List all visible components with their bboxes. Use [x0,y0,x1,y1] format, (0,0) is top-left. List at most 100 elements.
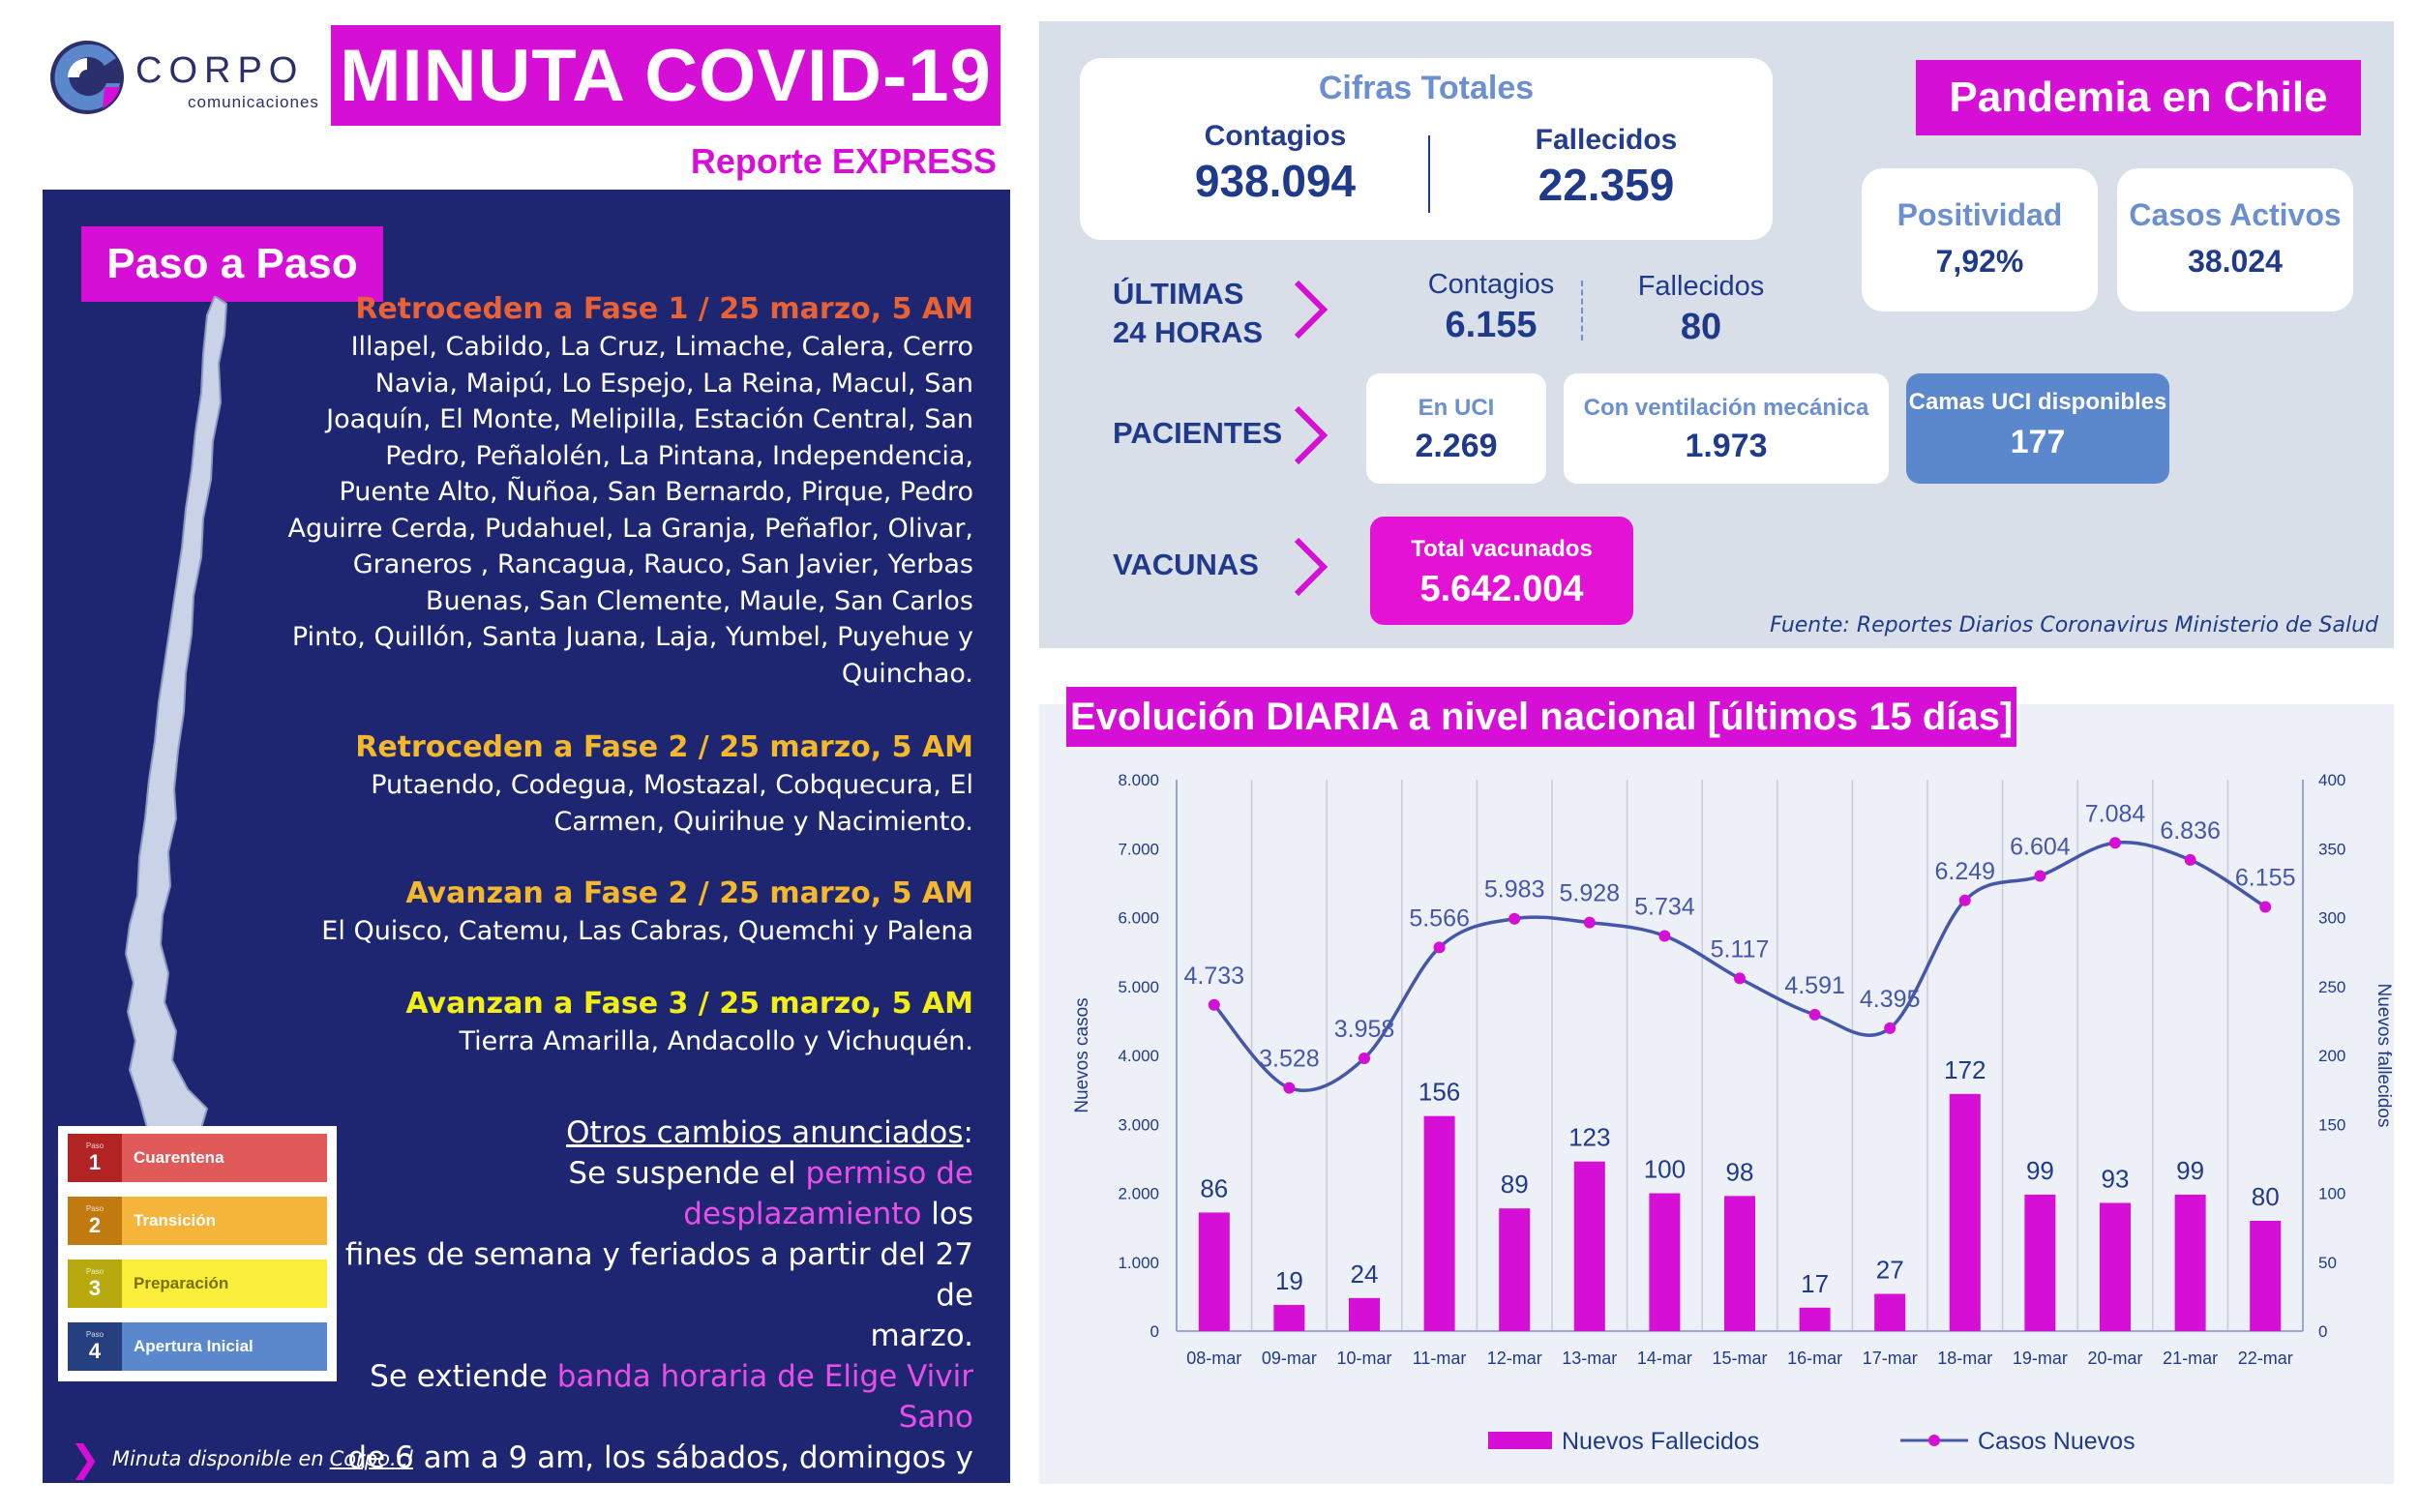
bar-nuevos-fallecidos [2250,1221,2282,1331]
bar-nuevos-fallecidos [1198,1212,1230,1331]
bar-data-label: 27 [1876,1256,1904,1285]
phase-3-advance-heading: Avanzan a Fase 3 / 25 marzo, 5 AM [405,986,973,1021]
phase-2-retro-block: Retroceden a Fase 2 / 25 marzo, 5 AM Put… [275,728,973,840]
x-tick-label: 15-mar [1712,1349,1767,1368]
legend-paso-3-number: Paso 3 [68,1260,122,1308]
y2-tick-label: 300 [2318,909,2345,928]
phase-2-retro-heading: Retroceden a Fase 2 / 25 marzo, 5 AM [355,730,973,764]
legend-paso-3-label: Preparación [122,1260,327,1308]
x-tick-label: 22-mar [2238,1349,2293,1368]
y2-tick-label: 400 [2318,771,2345,789]
logo-name: CORPO [135,50,305,91]
x-tick-label: 19-mar [2013,1349,2068,1368]
y2-tick-label: 100 [2318,1185,2345,1203]
totales-divider [1428,135,1430,213]
minuta-footer: ❯ Minuta disponible en Corpo.cl [70,1438,414,1480]
legend-paso-2: Paso 2 Transición [68,1197,327,1245]
phase-1-heading: Retroceden a Fase 1 / 25 marzo, 5 AM [355,292,973,326]
line-point-casos-nuevos [1884,1022,1896,1034]
ultimas-fallecidos: Fallecidos 80 [1637,271,1765,347]
bar-data-label: 172 [1944,1055,1986,1084]
x-tick-label: 18-mar [1937,1349,1992,1368]
y-tick-label: 5.000 [1118,978,1159,996]
paso-a-paso-title: Paso a Paso [81,226,383,302]
y-tick-label: 1.000 [1118,1254,1159,1272]
bar-nuevos-fallecidos [2174,1194,2206,1331]
line-point-casos-nuevos [1208,998,1220,1011]
bar-data-label: 100 [1644,1155,1686,1184]
page-title: MINUTA COVID-19 [331,25,1000,126]
legend-paso-3: Paso 3 Preparación [68,1260,327,1308]
line-data-label: 4.591 [1784,972,1845,999]
cifras-totales-title: Cifras Totales [1318,70,1535,106]
legend-casos-nuevos: Casos Nuevos [1978,1428,2135,1455]
line-point-casos-nuevos [1658,930,1671,942]
chart-title: Evolución DIARIA a nivel nacional [últim… [1066,687,2017,747]
line-point-casos-nuevos [1808,1008,1821,1021]
line-data-label: 3.528 [1259,1046,1320,1073]
phase-2-advance-block: Avanzan a Fase 2 / 25 marzo, 5 AM El Qui… [275,875,973,950]
corpo-link[interactable]: Corpo.cl [329,1447,414,1470]
line-casos-nuevos [1212,841,2267,1093]
y2-tick-label: 350 [2318,840,2345,858]
line-point-casos-nuevos [2259,901,2272,913]
camas-uci-card: Camas UCI disponibles 177 [1906,373,2169,484]
legend-paso-4: Paso 4 Apertura Inicial [68,1322,327,1371]
fuente-note: Fuente: Reportes Diarios Coronavirus Min… [1770,613,2378,637]
casos-activos-card: Casos Activos 38.024 [2117,168,2353,311]
corpo-logo: CORPO comunicaciones [46,37,318,124]
ultimas-contagios: Contagios 6.155 [1427,269,1555,345]
legend-paso-4-label: Apertura Inicial [122,1322,327,1371]
legend-paso-1-label: Cuarentena [122,1134,327,1182]
stats-panel: Cifras Totales Contagios 938.094 Falleci… [1039,21,2394,648]
bar-nuevos-fallecidos [1799,1307,1831,1331]
en-uci-card: En UCI 2.269 [1366,373,1546,484]
legend-paso-1-number: Paso 1 [68,1134,122,1182]
otros-cambios: Otros cambios anunciados: Se suspende el… [344,1115,973,1512]
line-point-casos-nuevos [1359,1052,1370,1064]
bar-data-label: 98 [1726,1157,1754,1186]
highlight-permiso: permiso de desplazamiento [683,1156,973,1231]
line-data-label: 4.395 [1860,986,1921,1013]
x-tick-label: 20-mar [2087,1349,2142,1368]
total-contagios: Contagios 938.094 [1194,120,1357,206]
bar-data-label: 93 [2102,1164,2130,1193]
x-tick-label: 14-mar [1637,1349,1692,1368]
bar-data-label: 86 [1200,1173,1228,1202]
bar-nuevos-fallecidos [1423,1115,1455,1331]
phase-2-retro-communes: Putaendo, Codegua, Mostazal, Cobquecura,… [371,770,973,837]
phase-1-block: Retroceden a Fase 1 / 25 marzo, 5 AM Ill… [275,290,974,692]
bar-nuevos-fallecidos [1874,1293,1906,1331]
legend-bar-swatch [1488,1432,1552,1449]
x-tick-label: 13-mar [1562,1349,1617,1368]
total-vacunados-card: Total vacunados 5.642.004 [1370,517,1633,625]
chevron-right-icon [1294,280,1329,340]
legend-paso-1: Paso 1 Cuarentena [68,1134,327,1182]
bar-nuevos-fallecidos [1649,1193,1681,1331]
bar-data-label: 19 [1275,1266,1303,1295]
line-data-label: 4.733 [1184,963,1245,990]
legend-paso-2-label: Transición [122,1197,327,1245]
y2-tick-label: 200 [2318,1047,2345,1065]
y-tick-label: 6.000 [1118,909,1159,928]
y2-tick-label: 250 [2318,978,2345,996]
line-data-label: 3.958 [1334,1016,1395,1043]
line-point-casos-nuevos [1734,972,1746,985]
chart-panel: 0 1.000 2.000 3.000 4.000 5.000 6.000 7.000 8.00… [1039,687,2394,1484]
legend-paso-2-number: Paso 2 [68,1197,122,1245]
bar-nuevos-fallecidos [1499,1208,1531,1331]
phase-2-advance-heading: Avanzan a Fase 2 / 25 marzo, 5 AM [405,876,973,910]
chile-map-icon [124,296,228,1178]
total-fallecidos: Fallecidos 22.359 [1535,124,1678,210]
y2-tick-label: 50 [2318,1254,2337,1272]
ultimas-divider [1581,281,1583,341]
bar-nuevos-fallecidos [1949,1093,1981,1331]
y-tick-label: 2.000 [1118,1185,1159,1203]
y-tick-label: 4.000 [1118,1047,1159,1065]
y-tick-label: 8.000 [1118,771,1159,789]
vacunas-label: VACUNAS [1113,548,1259,581]
line-data-label: 7.084 [2085,800,2146,827]
line-point-casos-nuevos [1283,1082,1296,1094]
y2-tick-label: 0 [2318,1322,2327,1341]
pandemia-title: Pandemia en Chile [1916,60,2361,135]
